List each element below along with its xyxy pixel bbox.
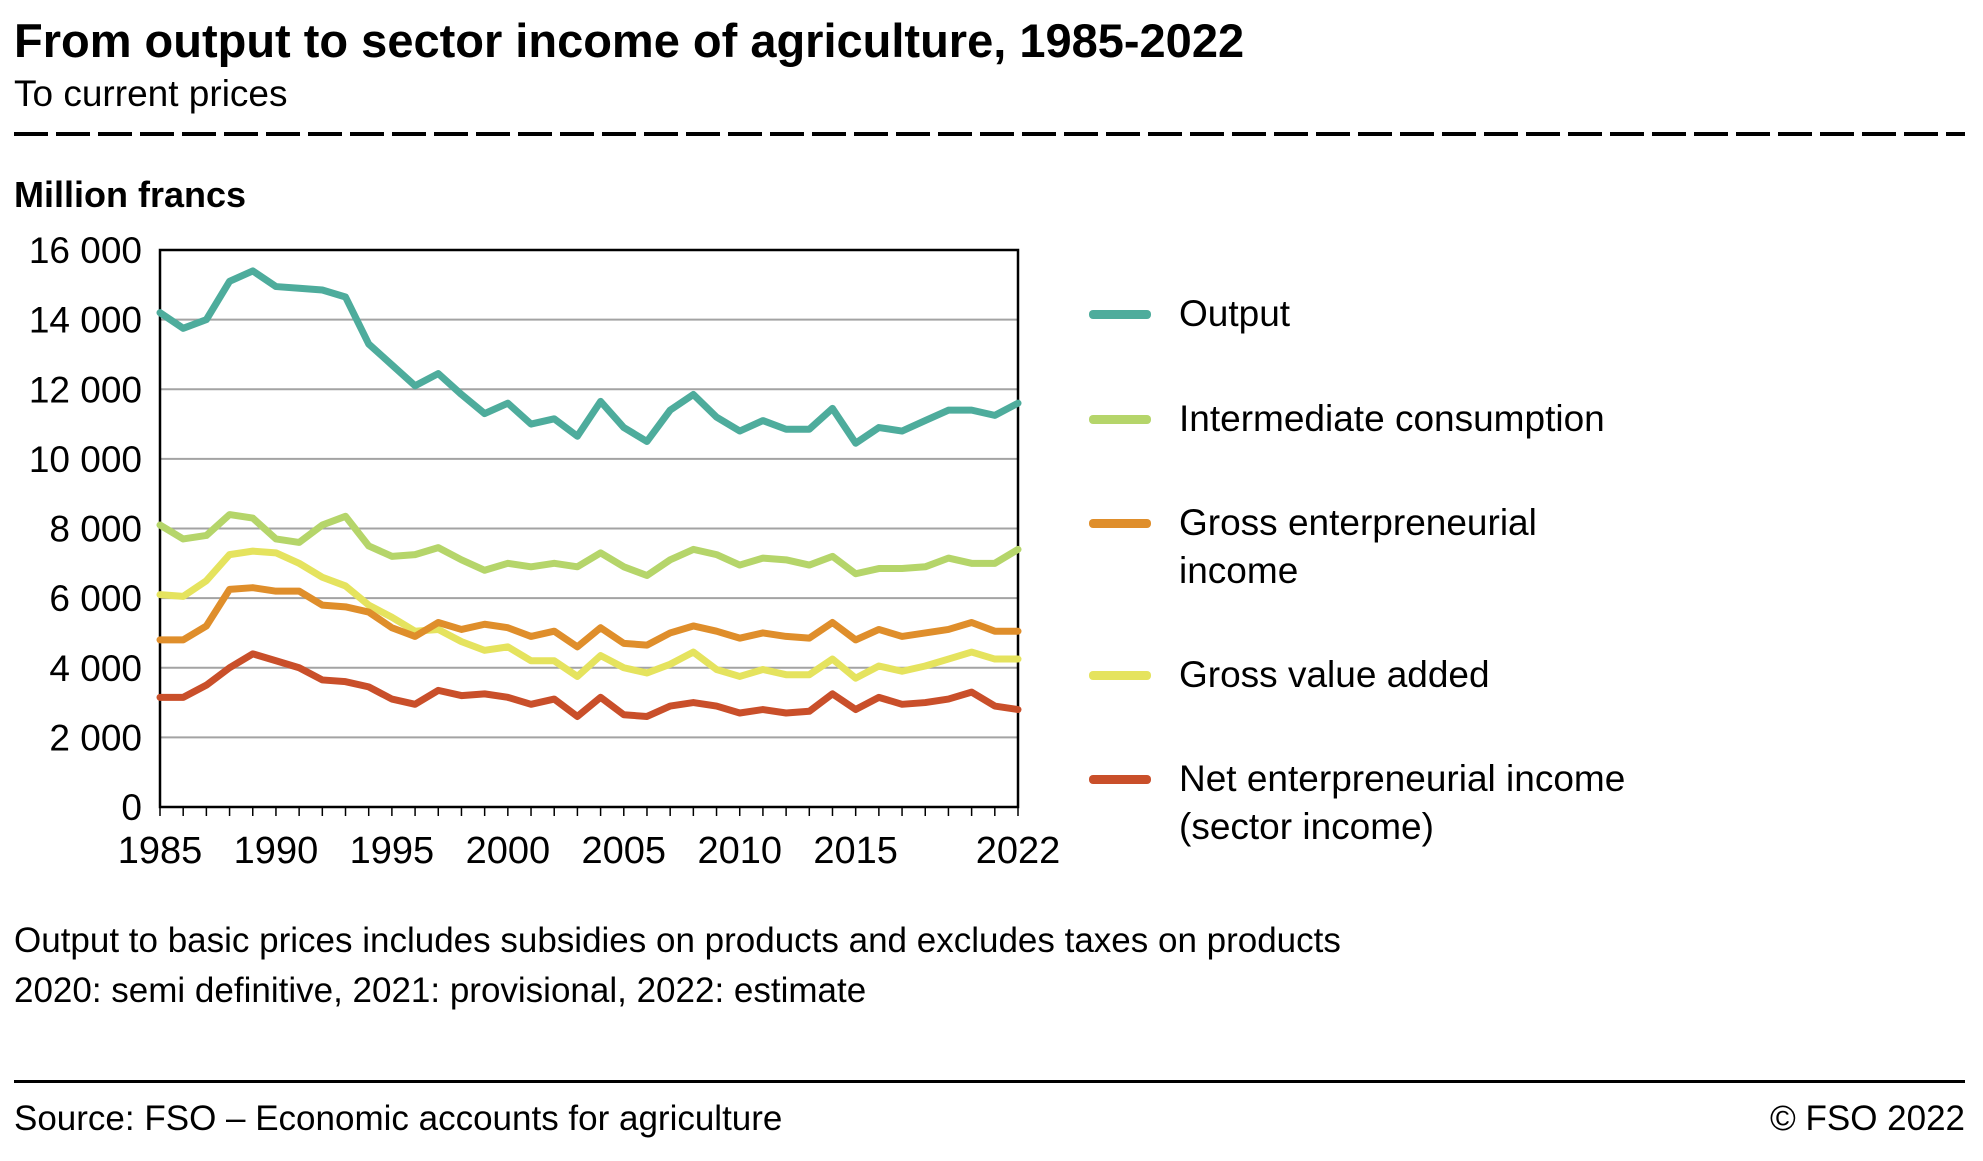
svg-text:16 000: 16 000 [29, 230, 142, 271]
legend: Output Intermediate consumption Gross en… [1089, 230, 1659, 890]
unit-label: Million francs [14, 174, 247, 216]
svg-text:10 000: 10 000 [29, 439, 142, 480]
legend-item-intermediate-consumption: Intermediate consumption [1089, 395, 1659, 443]
chart-title: From output to sector income of agricult… [14, 14, 1245, 67]
svg-text:1995: 1995 [350, 830, 435, 872]
source-text: Source: FSO – Economic accounts for agri… [14, 1099, 783, 1138]
svg-text:4 000: 4 000 [49, 648, 142, 689]
legend-swatch [1089, 310, 1151, 320]
footer: Source: FSO – Economic accounts for agri… [14, 1080, 1965, 1139]
legend-label: Gross value added [1179, 653, 1490, 695]
svg-text:2 000: 2 000 [49, 718, 142, 759]
legend-swatch [1089, 670, 1151, 680]
footnotes: Output to basic prices includes subsidie… [14, 916, 1965, 1015]
svg-text:12 000: 12 000 [29, 370, 142, 411]
legend-swatch [1089, 774, 1151, 784]
svg-text:1985: 1985 [118, 830, 203, 872]
legend-swatch [1089, 518, 1151, 528]
svg-text:0: 0 [121, 787, 142, 828]
legend-item-net-enterpreneurial-income: Net enterpreneurial income (sector incom… [1089, 755, 1659, 851]
legend-item-gross-value-added: Gross value added [1089, 651, 1659, 699]
svg-text:2010: 2010 [697, 830, 782, 872]
legend-item-gross-enterpreneurial-income: Gross enterpreneurial income [1089, 499, 1659, 595]
svg-text:2000: 2000 [466, 830, 551, 872]
footnote-2: 2020: semi definitive, 2021: provisional… [14, 971, 867, 1011]
line-chart: 0 2 000 4 000 6 000 8 000 10 000 12 000 14 000 1… [29, 230, 1060, 872]
svg-text:2015: 2015 [813, 830, 898, 872]
svg-text:2005: 2005 [582, 830, 667, 872]
legend-item-output: Output [1089, 290, 1659, 338]
legend-label: Net enterpreneurial income (sector incom… [1179, 757, 1626, 847]
legend-label: Gross enterpreneurial income [1179, 501, 1537, 591]
svg-text:2022: 2022 [976, 830, 1061, 872]
copyright-text: © FSO 2022 [1769, 1099, 1965, 1138]
legend-label: Intermediate consumption [1179, 397, 1605, 439]
legend-label: Output [1179, 293, 1291, 335]
svg-text:1990: 1990 [234, 830, 319, 872]
dashed-divider [14, 132, 1965, 137]
svg-text:6 000: 6 000 [49, 579, 142, 620]
chart-area: 0 2 000 4 000 6 000 8 000 10 000 12 000 14 000 1… [14, 230, 1965, 890]
chart-subtitle: To current prices [14, 73, 288, 115]
legend-swatch [1089, 414, 1151, 424]
svg-text:14 000: 14 000 [29, 300, 142, 341]
svg-text:8 000: 8 000 [49, 509, 142, 550]
footnote-1: Output to basic prices includes subsidie… [14, 921, 1341, 961]
